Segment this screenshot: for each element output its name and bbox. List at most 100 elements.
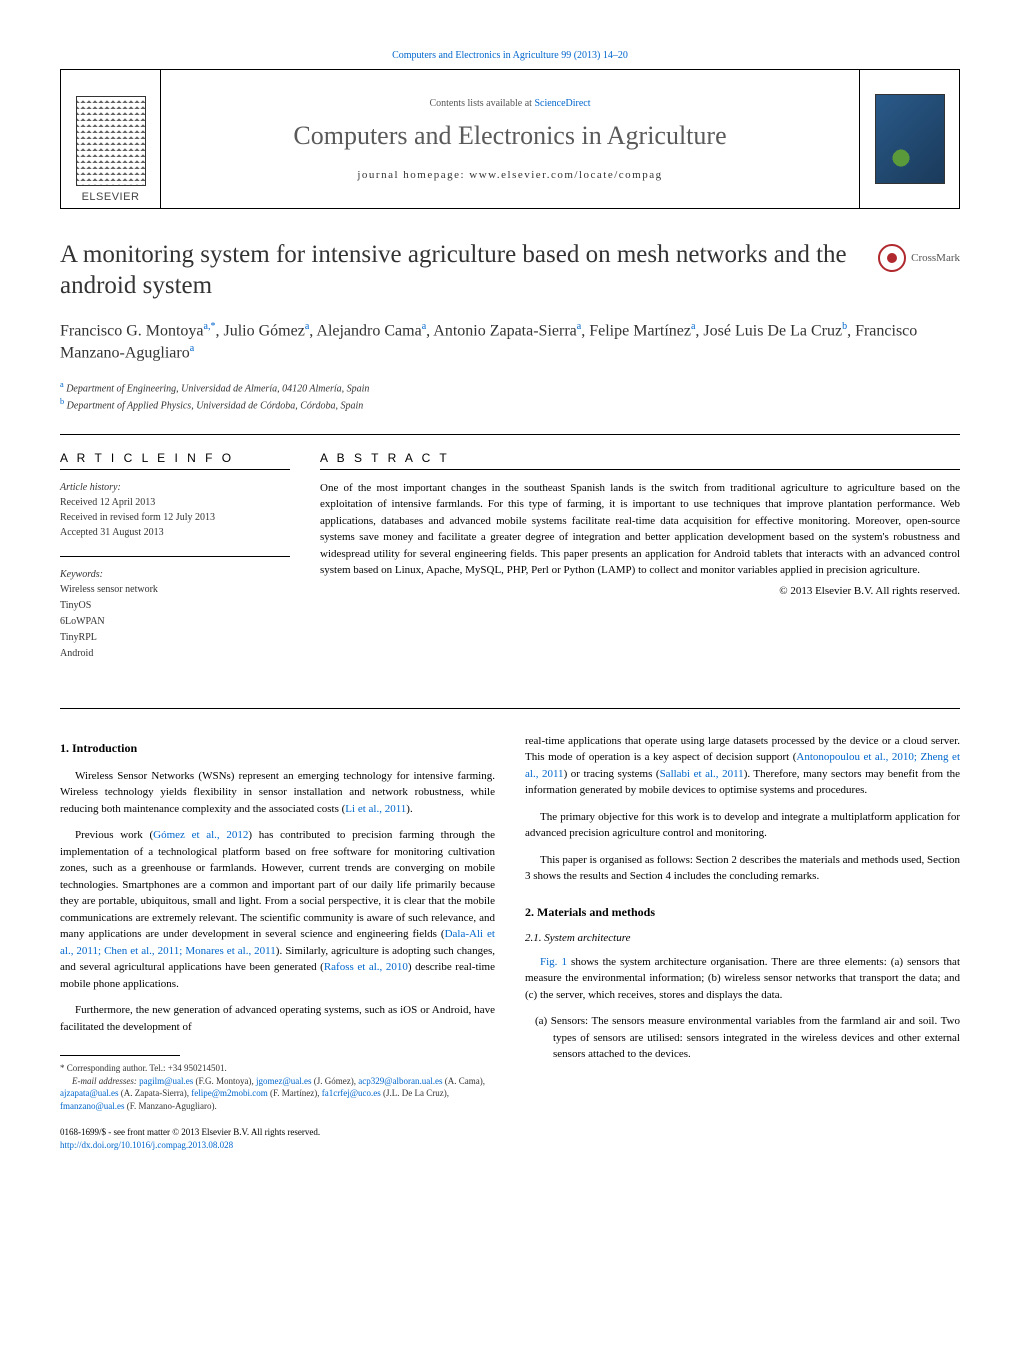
sa-item-a: (a) Sensors: The sensors measure environ… [525,1013,960,1063]
article-info-col: A R T I C L E I N F O Article history: R… [60,451,320,678]
affiliation-a: Department of Engineering, Universidad d… [66,383,369,394]
email-4-name: (A. Zapata-Sierra), [119,1088,192,1098]
copyright: © 2013 Elsevier B.V. All rights reserved… [320,585,960,597]
aff-b-sup: b [60,397,64,406]
intro-p1-text: Wireless Sensor Networks (WSNs) represen… [60,770,495,815]
homepage-url[interactable]: www.elsevier.com/locate/compag [469,169,662,181]
journal-header: ELSEVIER Contents lists available at Sci… [60,69,960,209]
intro-p2-start: Previous work ( [75,829,153,841]
publisher-box: ELSEVIER [61,70,161,208]
email-3[interactable]: acp329@alboran.ual.es [358,1076,442,1086]
keyword-3: TinyRPL [60,630,290,646]
keyword-2: 6LoWPAN [60,614,290,630]
crossmark-icon [878,244,906,272]
author-1: Francisco G. Montoya [60,322,204,339]
col2-p2: The primary objective for this work is t… [525,809,960,842]
authors-line: Francisco G. Montoyaa,*, Julio Gómeza, A… [60,320,960,365]
cite-gomez2012[interactable]: Gómez et al., 2012 [153,829,248,841]
title-row: A monitoring system for intensive agricu… [60,239,960,302]
article-info-heading: A R T I C L E I N F O [60,451,290,465]
history-block: Article history: Received 12 April 2013 … [60,480,290,540]
sa-heading: 2.1. System architecture [525,932,960,944]
col2-p3: This paper is organised as follows: Sect… [525,852,960,885]
publisher-name: ELSEVIER [82,191,140,203]
abstract-text: One of the most important changes in the… [320,480,960,579]
journal-header-center: Contents lists available at ScienceDirec… [161,70,859,208]
intro-p1: Wireless Sensor Networks (WSNs) represen… [60,768,495,818]
history-label: Article history: [60,480,290,495]
email-2[interactable]: jgomez@ual.es [256,1076,312,1086]
cite-li2011[interactable]: Li et al., 2011 [345,803,406,815]
info-abstract-row: A R T I C L E I N F O Article history: R… [60,434,960,678]
cite-sallabi[interactable]: Sallabi et al., 2011 [660,768,744,780]
author-6: , José Luis De La Cruz [695,322,842,339]
page-root: Computers and Electronics in Agriculture… [0,0,1020,1202]
intro-heading: 1. Introduction [60,741,495,756]
col2-p1: real-time applications that operate usin… [525,733,960,799]
email-2-name: (J. Gómez), [312,1076,359,1086]
email-7-name: (F. Manzano-Agugliaro). [125,1101,217,1111]
aff-a-sup: a [60,380,64,389]
email-6[interactable]: fa1crfej@uco.es [322,1088,381,1098]
body-col-left: 1. Introduction Wireless Sensor Networks… [60,733,495,1152]
revised-date: Received in revised form 12 July 2013 [60,510,290,525]
keyword-1: TinyOS [60,598,290,614]
journal-homepage: journal homepage: www.elsevier.com/locat… [357,169,662,181]
abstract-col: A B S T R A C T One of the most importan… [320,451,960,678]
author-7-aff: a [190,343,194,354]
body-columns: 1. Introduction Wireless Sensor Networks… [60,733,960,1152]
email-1-name: (F.G. Montoya), [193,1076,256,1086]
footnote-rule [60,1055,180,1056]
email-6-name: (J.L. De La Cruz), [381,1088,449,1098]
received-date: Received 12 April 2013 [60,495,290,510]
sa-p1-end: shows the system architecture organisati… [525,956,960,1001]
col2-p1-mid: ) or tracing systems ( [564,768,660,780]
body-rule [60,708,960,709]
sciencedirect-link[interactable]: ScienceDirect [534,98,590,109]
footer-doi[interactable]: http://dx.doi.org/10.1016/j.compag.2013.… [60,1140,233,1150]
email-1[interactable]: pagilm@ual.es [139,1076,193,1086]
affiliation-b: Department of Applied Physics, Universid… [67,401,364,412]
email-4[interactable]: ajzapata@ual.es [60,1088,119,1098]
sa-p1: Fig. 1 shows the system architecture org… [525,954,960,1004]
intro-p1-end: ). [406,803,412,815]
fig1-link[interactable]: Fig. 1 [540,956,567,968]
journal-cover-image [875,94,945,184]
keywords-block: Keywords: Wireless sensor network TinyOS… [60,567,290,662]
elsevier-tree-logo [76,96,146,186]
abstract-heading: A B S T R A C T [320,451,960,465]
email-7[interactable]: fmanzano@ual.es [60,1101,125,1111]
mm-heading: 2. Materials and methods [525,905,960,920]
homepage-label: journal homepage: [357,169,465,181]
info-rule-2 [60,556,290,557]
info-rule-1 [60,469,290,470]
emails-label: E-mail addresses: [72,1076,137,1086]
corresponding-footnote: * Corresponding author. Tel.: +34 950214… [60,1062,495,1075]
email-5[interactable]: felipe@m2mobi.com [191,1088,268,1098]
top-citation: Computers and Electronics in Agriculture… [60,50,960,61]
keywords-list: Wireless sensor network TinyOS 6LoWPAN T… [60,582,290,662]
email-3-name: (A. Cama), [443,1076,486,1086]
affiliations: a Department of Engineering, Universidad… [60,379,960,414]
crossmark-label: CrossMark [911,252,960,264]
crossmark-badge[interactable]: CrossMark [878,244,960,272]
body-col-right: real-time applications that operate usin… [525,733,960,1152]
author-2: , Julio Gómez [215,322,304,339]
article-title: A monitoring system for intensive agricu… [60,239,858,302]
author-5: , Felipe Martínez [581,322,691,339]
journal-cover-box [859,70,959,208]
cite-rafoss2010[interactable]: Rafoss et al., 2010 [324,961,408,973]
keywords-label: Keywords: [60,567,290,582]
intro-p3: Furthermore, the new generation of advan… [60,1002,495,1035]
accepted-date: Accepted 31 August 2013 [60,525,290,540]
journal-name: Computers and Electronics in Agriculture [293,121,726,151]
footer-issn-block: 0168-1699/$ - see front matter © 2013 El… [60,1126,495,1151]
author-3: , Alejandro Cama [309,322,421,339]
keyword-4: Android [60,646,290,662]
footer-issn: 0168-1699/$ - see front matter © 2013 El… [60,1126,495,1139]
emails-footnote: E-mail addresses: pagilm@ual.es (F.G. Mo… [60,1075,495,1113]
author-4: , Antonio Zapata-Sierra [426,322,577,339]
email-5-name: (F. Martínez), [268,1088,322,1098]
keyword-0: Wireless sensor network [60,582,290,598]
contents-line: Contents lists available at ScienceDirec… [429,98,590,109]
